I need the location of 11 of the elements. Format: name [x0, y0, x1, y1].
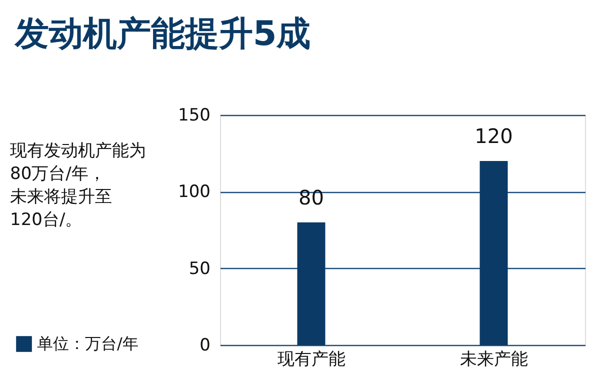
y-tick-label: 100: [178, 182, 210, 202]
text: 现有发动机产能为80万台/年，未来将提升至120台/。: [10, 141, 146, 230]
y-tick-label: 0: [200, 336, 210, 356]
x-tick-label: 未来产能: [460, 350, 528, 370]
y-tick-label: 50: [188, 258, 210, 279]
chart-title: 发动机产能提升5成: [14, 14, 311, 54]
data-label: 80: [298, 185, 324, 210]
y-tick-label: 150: [178, 106, 210, 126]
legend-label: 单位：万台/年: [37, 334, 138, 353]
data-label: 120: [474, 124, 513, 148]
x-tick-label: 现有产能: [277, 350, 346, 370]
